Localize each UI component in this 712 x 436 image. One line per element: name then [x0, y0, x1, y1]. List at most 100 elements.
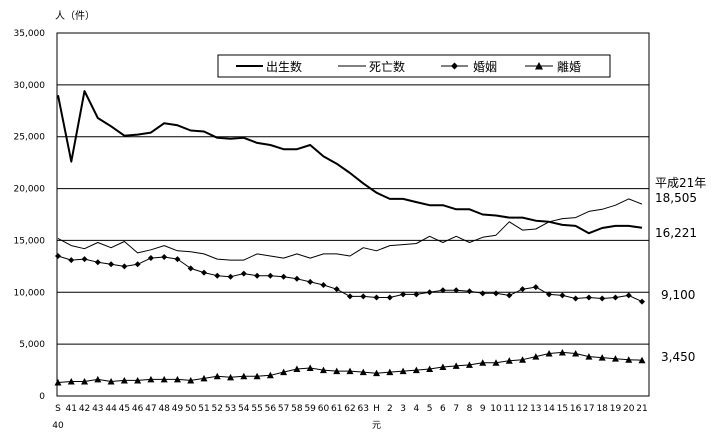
marriage-point — [81, 256, 88, 263]
y-tick-label: 10,000 — [14, 288, 46, 298]
divorce-point — [611, 355, 619, 362]
x-tick-label: 46 — [132, 404, 144, 414]
x-tick-label: 54 — [238, 404, 250, 414]
marriage-point — [147, 255, 154, 262]
marriage-point — [519, 286, 526, 293]
marriage-point — [506, 292, 513, 299]
marriage-point — [254, 272, 261, 279]
marriage-point — [599, 295, 606, 302]
marriage-point — [572, 295, 579, 302]
x-tick-label: 60 — [318, 404, 330, 414]
marriage-point — [546, 291, 553, 298]
divorce-point — [187, 376, 195, 384]
divorce-point — [505, 357, 513, 364]
marriage-point — [639, 298, 645, 305]
divorce-point — [386, 368, 394, 376]
legend: 出生数 死亡数 婚姻 離婚 — [217, 54, 611, 78]
x-tick-label: 48 — [158, 404, 170, 414]
marriage-point — [293, 275, 300, 282]
x-tick-label: 57 — [278, 404, 289, 414]
x-tick-label: 45 — [119, 404, 130, 414]
x-tick-label: 4 — [413, 404, 419, 414]
divorce-point — [399, 367, 407, 375]
marriage-point — [585, 294, 592, 301]
x-tick-label: 8 — [467, 404, 473, 414]
x-tick-label: 49 — [172, 404, 184, 414]
marriage-point — [267, 272, 274, 279]
divorce-point — [266, 371, 274, 379]
x-tick-label: 14 — [543, 404, 555, 414]
divorce-point — [439, 363, 447, 370]
marriage-point — [55, 252, 61, 259]
divorce-point — [120, 376, 128, 384]
y-tick-label: 25,000 — [14, 133, 46, 143]
series-line-3 — [57, 351, 643, 383]
marriage-point — [108, 261, 115, 268]
divorce-point — [81, 377, 89, 385]
x-tick-label-sub: 元 — [372, 421, 381, 431]
x-tick-label: 59 — [304, 404, 316, 414]
x-tick-label: S — [55, 404, 61, 414]
gridlines — [57, 84, 649, 345]
marriage-point — [68, 257, 75, 264]
marriage-point — [625, 292, 632, 299]
x-tick-label: H — [373, 404, 380, 414]
x-tick-label: 10 — [490, 404, 502, 414]
marriage-point — [333, 286, 340, 293]
divorce-point — [465, 361, 473, 368]
divorce-point — [319, 366, 327, 374]
marriage-point — [386, 294, 393, 301]
divorce-point — [598, 354, 606, 361]
divorce-point — [479, 359, 487, 366]
marriage-point — [134, 261, 141, 268]
x-tick-label: 3 — [400, 404, 406, 414]
marriage-point — [373, 294, 380, 301]
x-tick-label: 6 — [440, 404, 446, 414]
legend-label-deaths: 死亡数 — [369, 59, 405, 74]
divorce-point — [373, 369, 381, 377]
divorce-point — [54, 379, 62, 386]
divorce-point — [452, 362, 460, 369]
divorce-point — [346, 367, 354, 375]
x-tick-label: 63 — [358, 404, 369, 414]
marriage-point — [214, 272, 221, 279]
marriage-point — [201, 269, 207, 276]
marriage-point — [94, 259, 101, 266]
divorce-point — [67, 377, 75, 385]
marriage-point — [187, 265, 194, 272]
divorce-point — [147, 375, 155, 383]
x-tick-label: 62 — [344, 404, 355, 414]
divorce-point — [200, 374, 208, 382]
divorce-point — [638, 356, 646, 364]
x-tick-label: 44 — [105, 404, 117, 414]
divorce-point — [625, 356, 633, 363]
x-tick-label: 17 — [583, 404, 594, 414]
marriage-point — [227, 273, 234, 280]
legend-label-births: 出生数 — [266, 59, 302, 74]
end-label-deaths: 18,505 — [655, 191, 697, 205]
marriage-point — [360, 293, 367, 300]
marriage-point — [439, 287, 446, 294]
y-tick-label: 5,000 — [19, 340, 45, 350]
x-tick-label: 53 — [225, 404, 236, 414]
divorce-point — [213, 372, 221, 380]
divorce-point — [545, 349, 553, 357]
legend-marker-diamond — [451, 62, 458, 70]
divorce-point — [240, 372, 248, 380]
divorce-point — [359, 368, 367, 376]
y-tick-label: 35,000 — [14, 29, 46, 39]
legend-label-marriages: 婚姻 — [473, 59, 497, 74]
divorce-point — [306, 364, 314, 371]
divorce-point — [558, 348, 566, 356]
x-tick-label: 50 — [185, 404, 197, 414]
divorce-point — [333, 367, 341, 375]
divorce-point — [253, 372, 261, 380]
x-tick-label: 61 — [331, 404, 342, 414]
divorce-point — [519, 356, 527, 363]
marriage-point — [466, 288, 473, 295]
marriage-point — [493, 290, 499, 297]
marriage-point — [121, 263, 128, 270]
x-tick-label: 21 — [636, 404, 647, 414]
x-tick-label: 16 — [570, 404, 582, 414]
end-label-marriages: 9,100 — [661, 288, 695, 302]
